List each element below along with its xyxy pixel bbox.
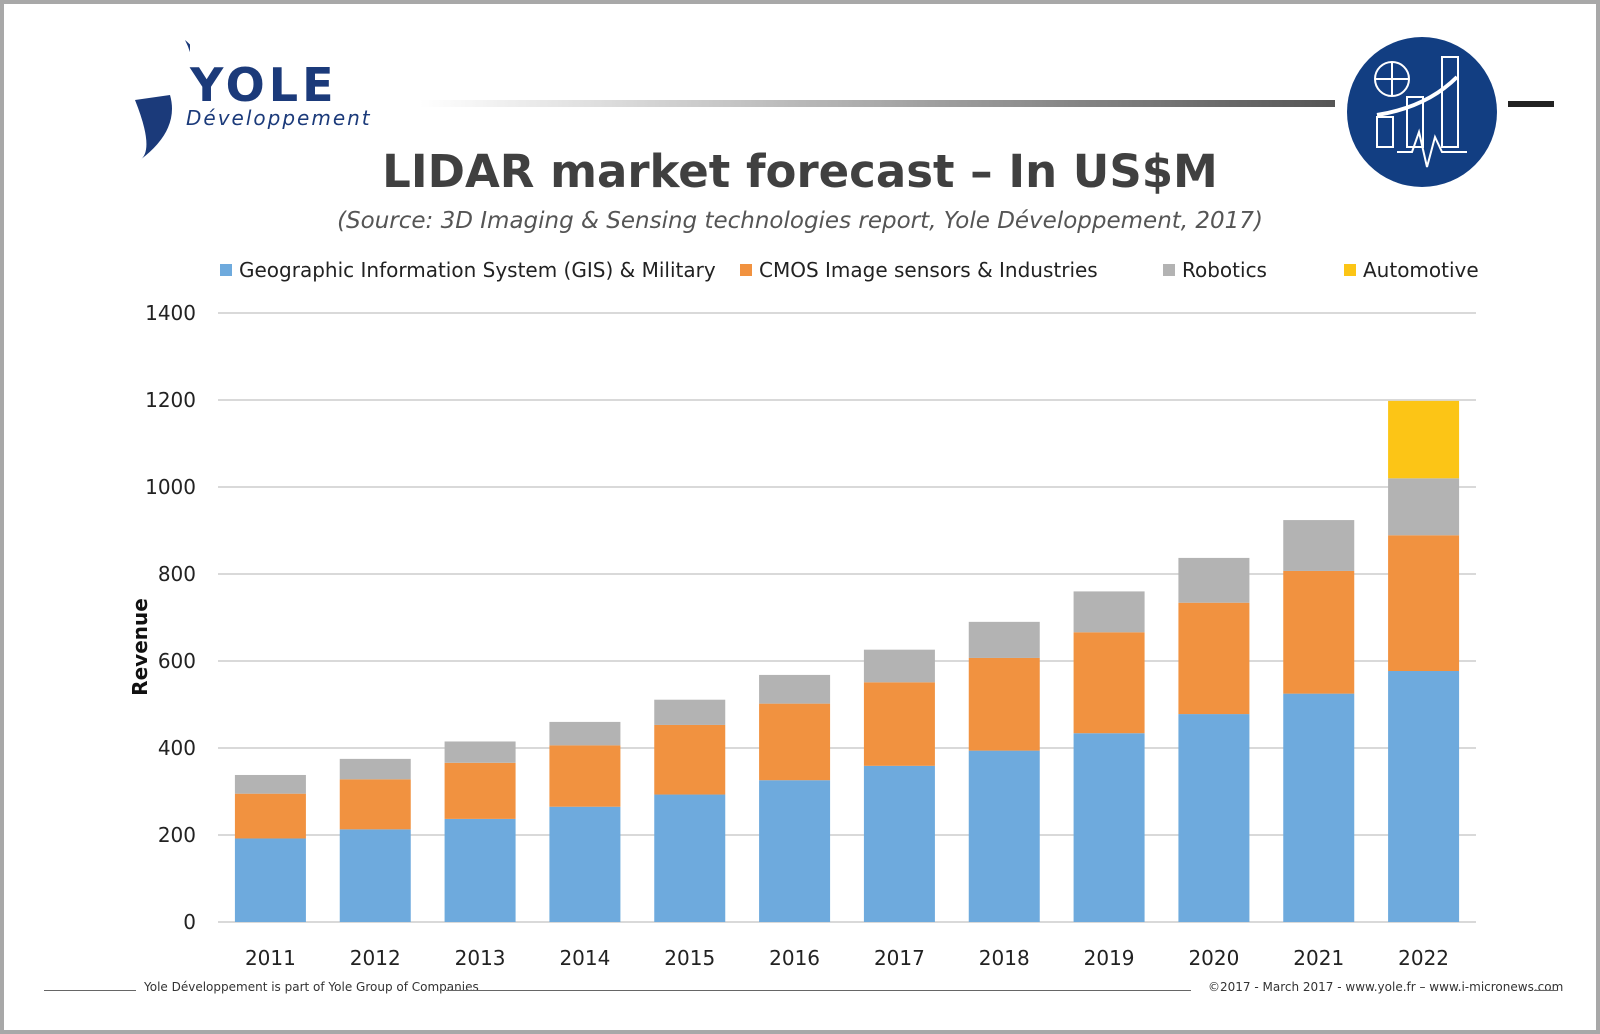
- bar-segment: [1073, 632, 1145, 734]
- x-tick-label: 2022: [1398, 946, 1449, 970]
- x-tick-label: 2017: [874, 946, 925, 970]
- y-tick-label: 400: [158, 736, 196, 760]
- header-rule: [420, 100, 1335, 107]
- bar-segment: [654, 699, 726, 725]
- yole-logo: YOLE Développement: [130, 40, 390, 170]
- y-tick-label: 1200: [145, 388, 196, 412]
- x-tick-label: 2013: [455, 946, 506, 970]
- bar-segment: [863, 682, 935, 766]
- legend-item-automotive: Automotive: [1344, 258, 1479, 282]
- bar-segment: [444, 741, 516, 763]
- bar-segment: [1073, 591, 1145, 633]
- logo-subtext: Développement: [186, 106, 372, 130]
- bar-segment: [234, 774, 306, 794]
- x-tick-label: 2011: [245, 946, 296, 970]
- legend-swatch: [740, 264, 752, 276]
- header-rule-end: [1508, 101, 1554, 107]
- y-tick-label: 200: [158, 823, 196, 847]
- bar-segment: [549, 745, 621, 807]
- bar-segment: [654, 724, 726, 795]
- x-tick-label: 2014: [559, 946, 610, 970]
- bar-segment: [444, 762, 516, 819]
- footer-left: Yole Développement is part of Yole Group…: [144, 980, 479, 994]
- bar-segment: [1283, 570, 1355, 694]
- bar-segment: [444, 818, 516, 922]
- bar-segment: [759, 674, 831, 704]
- legend-item-robotics: Robotics: [1163, 258, 1267, 282]
- bar-segment: [1283, 520, 1355, 571]
- bar-segment: [1388, 671, 1460, 922]
- legend-label: Robotics: [1182, 258, 1267, 282]
- bar-segment: [759, 780, 831, 922]
- bar-segment: [549, 806, 621, 922]
- bar-segment: [1283, 693, 1355, 922]
- legend-item-cmos: CMOS Image sensors & Industries: [740, 258, 1098, 282]
- y-tick-label: 600: [158, 649, 196, 673]
- legend-label: Geographic Information System (GIS) & Mi…: [239, 258, 716, 282]
- logo-word: YOLE: [190, 58, 338, 112]
- footer-rule: [44, 990, 136, 991]
- logo-swoosh-icon: [135, 40, 190, 160]
- bar-segment: [968, 750, 1040, 922]
- x-tick-label: 2018: [979, 946, 1030, 970]
- footer-right: ©2017 - March 2017 - www.yole.fr – www.i…: [1208, 980, 1564, 994]
- legend-swatch: [1163, 264, 1175, 276]
- footer-rule: [446, 990, 1191, 991]
- chart-subtitle: (Source: 3D Imaging & Sensing technologi…: [337, 208, 1263, 234]
- x-tick-label: 2020: [1188, 946, 1239, 970]
- chart-title: LIDAR market forecast – In US$M: [382, 145, 1218, 198]
- bar-segment: [339, 829, 411, 922]
- x-tick-label: 2021: [1293, 946, 1344, 970]
- x-tick-label: 2016: [769, 946, 820, 970]
- bar-segment: [234, 793, 306, 839]
- y-tick-label: 1400: [145, 301, 196, 325]
- legend-label: CMOS Image sensors & Industries: [759, 258, 1098, 282]
- x-tick-label: 2012: [350, 946, 401, 970]
- footer-rule: [1534, 990, 1558, 991]
- bar-segment: [1178, 714, 1250, 922]
- bar-segment: [339, 779, 411, 830]
- bar-segment: [1178, 557, 1250, 603]
- bar-segment: [863, 765, 935, 922]
- bar-segment: [339, 758, 411, 780]
- bar-segment: [759, 703, 831, 781]
- y-tick-label: 800: [158, 562, 196, 586]
- legend-swatch: [220, 264, 232, 276]
- y-tick-label: 0: [183, 910, 196, 934]
- bar-segment: [1178, 602, 1250, 715]
- legend-item-gis: Geographic Information System (GIS) & Mi…: [220, 258, 716, 282]
- y-tick-label: 1000: [145, 475, 196, 499]
- bar-segment: [1388, 535, 1460, 672]
- bar-segment: [863, 649, 935, 683]
- x-tick-label: 2015: [664, 946, 715, 970]
- legend-swatch: [1344, 264, 1356, 276]
- bar-segment: [1388, 478, 1460, 536]
- bar-segment: [1388, 400, 1460, 479]
- legend-label: Automotive: [1363, 258, 1479, 282]
- bar-segment: [654, 794, 726, 922]
- x-tick-label: 2019: [1084, 946, 1135, 970]
- bar-segment: [234, 838, 306, 922]
- bar-segment: [549, 721, 621, 746]
- bar-segment: [1073, 733, 1145, 922]
- bar-segment: [968, 657, 1040, 751]
- bar-segment: [968, 621, 1040, 658]
- chart-badge-icon: [1347, 37, 1497, 187]
